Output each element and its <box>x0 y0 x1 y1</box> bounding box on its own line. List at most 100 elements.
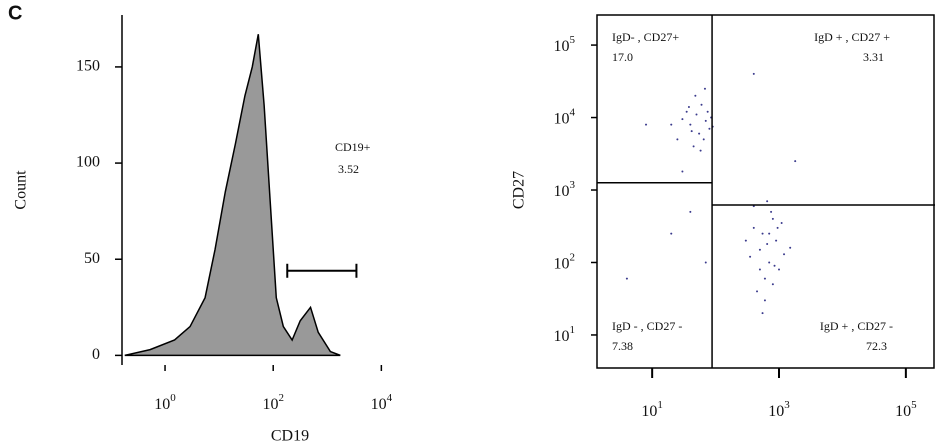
tick-exponent: 5 <box>911 399 917 411</box>
tick-label: 101 <box>554 323 576 344</box>
event-dot <box>761 232 764 235</box>
event-dot <box>752 226 755 229</box>
tick-label: 102 <box>554 251 576 272</box>
event-dot <box>775 239 778 242</box>
tick-label: 100 <box>154 392 176 413</box>
tick-base: 10 <box>154 396 170 413</box>
quadrant-percent: 3.31 <box>863 50 884 64</box>
tick-exponent: 4 <box>387 392 393 404</box>
tick-base: 10 <box>554 328 570 345</box>
event-dot <box>761 312 764 315</box>
event-dot <box>770 210 773 213</box>
event-dot <box>766 242 769 245</box>
quadrant-label: IgD - , CD27 - <box>612 319 682 333</box>
event-dot <box>773 264 776 267</box>
event-dot <box>744 239 747 242</box>
event-dot <box>681 118 684 121</box>
event-dot <box>758 268 761 271</box>
event-dot <box>768 232 771 235</box>
event-dot <box>771 283 774 286</box>
tick-label: 101 <box>641 399 663 420</box>
event-dot <box>700 103 703 106</box>
event-dot <box>670 232 673 235</box>
event-dot <box>698 132 701 135</box>
event-dot <box>706 110 709 113</box>
event-dot <box>771 217 774 220</box>
tick-base: 10 <box>554 110 570 127</box>
tick-base: 10 <box>554 38 570 55</box>
event-dot <box>670 123 673 126</box>
tick-label: 0 <box>92 346 100 363</box>
tick-label: 50 <box>84 250 100 267</box>
event-dot <box>692 145 695 148</box>
event-dot <box>763 277 766 280</box>
y-axis-label: CD27 <box>511 171 528 209</box>
event-dot <box>695 113 698 116</box>
event-dot <box>783 253 786 256</box>
tick-base: 10 <box>768 403 784 420</box>
tick-exponent: 3 <box>784 399 790 411</box>
event-dot <box>699 149 702 152</box>
event-dot <box>676 138 679 141</box>
event-dot <box>702 138 705 141</box>
tick-base: 10 <box>262 396 278 413</box>
gate-percent: 3.52 <box>338 162 359 176</box>
event-dot <box>776 226 779 229</box>
event-dot <box>780 222 783 225</box>
event-dot <box>768 261 771 264</box>
event-dot <box>645 123 648 126</box>
event-dot <box>704 261 707 264</box>
event-dot <box>756 290 759 293</box>
tick-exponent: 5 <box>570 34 576 46</box>
tick-label: 104 <box>371 392 393 413</box>
tick-label: 104 <box>554 106 576 127</box>
quadrant-percent: 7.38 <box>612 339 633 353</box>
event-dot <box>763 299 766 302</box>
event-dot <box>703 87 706 90</box>
tick-label: 103 <box>554 179 576 200</box>
event-dot <box>681 170 684 173</box>
tick-label: 102 <box>262 392 284 413</box>
tick-exponent: 1 <box>657 399 663 411</box>
tick-base: 10 <box>371 396 387 413</box>
event-dot <box>752 72 755 75</box>
tick-base: 10 <box>641 403 657 420</box>
event-dot <box>708 127 711 130</box>
tick-exponent: 0 <box>170 392 176 404</box>
y-axis-label: Count <box>13 170 30 210</box>
tick-label: 103 <box>768 399 790 420</box>
event-dot <box>794 160 797 163</box>
event-dot <box>687 105 690 108</box>
tick-exponent: 3 <box>570 179 576 191</box>
event-dot <box>778 268 781 271</box>
quadrant-percent: 17.0 <box>612 50 633 64</box>
event-dot <box>690 130 693 133</box>
tick-exponent: 2 <box>278 392 284 404</box>
gate-label: CD19+ <box>335 140 371 154</box>
tick-exponent: 1 <box>570 323 576 335</box>
event-dot <box>758 248 761 251</box>
event-dot <box>694 94 697 97</box>
tick-label: 150 <box>76 58 100 75</box>
event-dot <box>689 123 692 126</box>
panel-label: C <box>8 2 22 24</box>
quadrant-label: IgD + , CD27 + <box>814 30 890 44</box>
x-axis-label: CD19 <box>271 428 309 445</box>
tick-label: 105 <box>554 34 576 55</box>
event-dot <box>685 110 688 113</box>
tick-exponent: 4 <box>570 106 576 118</box>
quadrant-label: IgD- , CD27+ <box>612 30 679 44</box>
event-dot <box>766 200 769 203</box>
tick-base: 10 <box>554 183 570 200</box>
tick-base: 10 <box>554 255 570 272</box>
event-dot <box>789 246 792 249</box>
tick-exponent: 2 <box>570 251 576 263</box>
quadrant-percent: 72.3 <box>866 339 887 353</box>
event-dot <box>625 277 628 280</box>
tick-label: 105 <box>895 399 917 420</box>
event-dot <box>749 255 752 258</box>
tick-base: 10 <box>895 403 911 420</box>
quadrant-label: IgD + , CD27 - <box>820 319 893 333</box>
histogram-area <box>124 34 341 357</box>
